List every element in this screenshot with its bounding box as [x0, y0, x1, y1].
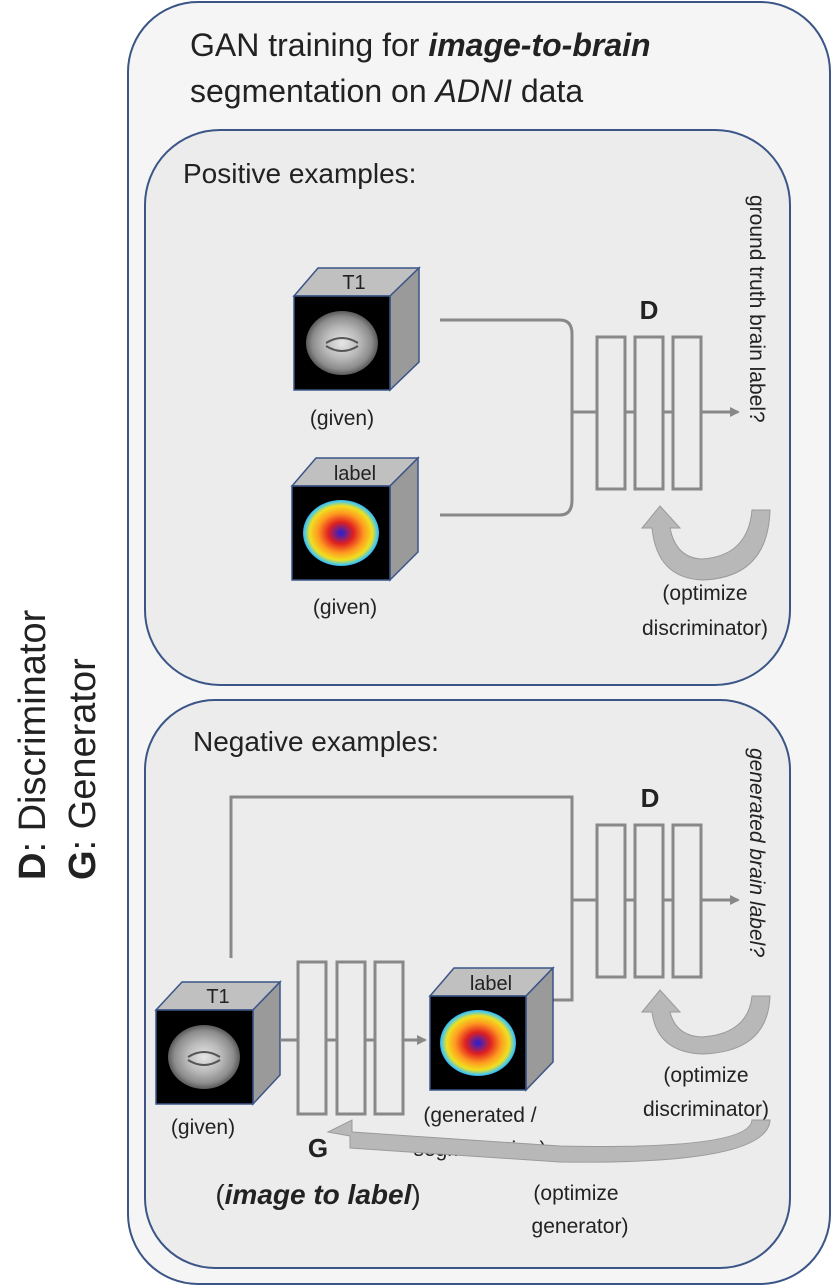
positive-output-question: ground truth brain label?	[745, 195, 768, 423]
negative-optimize-disc-line-1: (optimize	[663, 1064, 748, 1087]
brain-segmentation-image	[303, 500, 379, 566]
brain-segmentation-image	[440, 1010, 516, 1076]
generator	[296, 960, 405, 1116]
positive-t1-cube: T1	[292, 266, 421, 392]
positive-label-cube: label	[290, 456, 420, 582]
positive-t1-label: T1	[342, 272, 365, 294]
optimize-generator-arrow	[326, 1119, 771, 1163]
negative-optimize-discriminator-arrow	[640, 989, 771, 1055]
positive-optimize-arrow	[640, 505, 771, 581]
positive-label-caption: (given)	[313, 596, 377, 619]
brain-mri-image	[306, 311, 378, 375]
positive-t1-caption: (given)	[310, 407, 374, 430]
negative-output-question: generated brain label?	[745, 748, 768, 957]
negative-t1-label: T1	[206, 986, 229, 1008]
legend: D: Discriminator G: Generator	[12, 609, 104, 880]
negative-label-label: label	[470, 973, 512, 995]
legend-discriminator: D: Discriminator	[12, 609, 54, 880]
negative-t1-caption: (given)	[171, 1116, 235, 1139]
negative-skip-connector	[229, 795, 574, 1002]
generator-label: G	[308, 1133, 328, 1163]
positive-label-label: label	[334, 463, 376, 485]
title-line-1: GAN training for image-to-brain	[190, 27, 651, 63]
positive-optimize-line-2: discriminator)	[642, 617, 768, 640]
positive-discriminator-label: D	[640, 295, 659, 325]
negative-optimize-gen-line-1: (optimize	[533, 1182, 618, 1205]
negative-t1-cube: T1	[154, 980, 282, 1106]
negative-heading: Negative examples:	[193, 726, 439, 757]
title-line-2: segmentation on ADNI data	[190, 73, 583, 109]
negative-optimize-disc-line-2: discriminator)	[643, 1098, 769, 1121]
negative-label-cube: label	[428, 966, 555, 1092]
legend-generator: G: Generator	[62, 658, 104, 880]
negative-label-caption-line-1: (generated /	[423, 1104, 536, 1127]
positive-optimize-line-1: (optimize	[662, 582, 747, 605]
positive-heading: Positive examples:	[183, 158, 416, 189]
generator-caption: (image to label)	[215, 1179, 420, 1210]
positive-input-connector	[440, 318, 574, 517]
negative-optimize-gen-line-2: generator)	[532, 1215, 629, 1238]
brain-mri-image	[168, 1025, 240, 1089]
negative-discriminator-label: D	[641, 783, 660, 813]
